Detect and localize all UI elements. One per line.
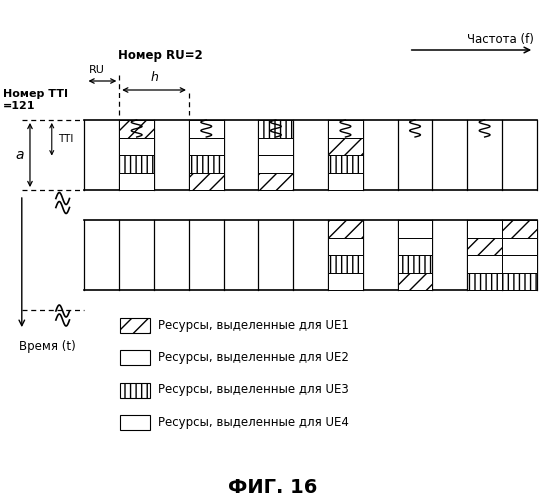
Text: Частота (f): Частота (f) (467, 33, 534, 46)
Bar (467, 220, 502, 238)
Bar (398, 238, 432, 255)
Bar (502, 255, 537, 272)
Bar (120, 415, 150, 430)
Bar (398, 255, 432, 272)
Bar (119, 155, 154, 172)
Text: Номер TTI
=121: Номер TTI =121 (3, 89, 68, 111)
Bar (328, 120, 363, 138)
Bar (258, 172, 293, 190)
Bar (119, 172, 154, 190)
Text: a: a (16, 148, 25, 162)
Text: TTI: TTI (58, 134, 74, 144)
Bar (328, 238, 363, 255)
Bar (189, 155, 223, 172)
Bar (258, 138, 293, 155)
Bar (258, 120, 293, 138)
Text: Ресурсы, выделенные для UE3: Ресурсы, выделенные для UE3 (158, 384, 349, 396)
Bar (189, 120, 223, 138)
Text: Ресурсы, выделенные для UE1: Ресурсы, выделенные для UE1 (158, 318, 349, 332)
Text: Время (t): Время (t) (19, 340, 76, 353)
Bar (328, 272, 363, 290)
Bar (467, 238, 502, 255)
Bar (119, 138, 154, 155)
Bar (328, 138, 363, 155)
Bar (258, 155, 293, 172)
Bar (120, 350, 150, 365)
Bar (502, 272, 537, 290)
Text: Номер RU=2: Номер RU=2 (118, 50, 203, 62)
Bar (120, 318, 150, 332)
Bar (502, 220, 537, 238)
Bar (189, 172, 223, 190)
Bar (189, 138, 223, 155)
Bar (328, 255, 363, 272)
Bar (328, 172, 363, 190)
Text: h: h (150, 71, 158, 84)
Bar (398, 272, 432, 290)
Text: ФИГ. 16: ФИГ. 16 (228, 478, 317, 497)
Bar (467, 272, 502, 290)
Bar (467, 255, 502, 272)
Bar (328, 220, 363, 238)
Text: Ресурсы, выделенные для UE2: Ресурсы, выделенные для UE2 (158, 351, 349, 364)
Bar (398, 220, 432, 238)
Bar (328, 155, 363, 172)
Bar (119, 120, 154, 138)
Text: Ресурсы, выделенные для UE4: Ресурсы, выделенные для UE4 (158, 416, 349, 429)
Bar (120, 382, 150, 398)
Bar (502, 238, 537, 255)
Text: RU: RU (88, 65, 104, 75)
